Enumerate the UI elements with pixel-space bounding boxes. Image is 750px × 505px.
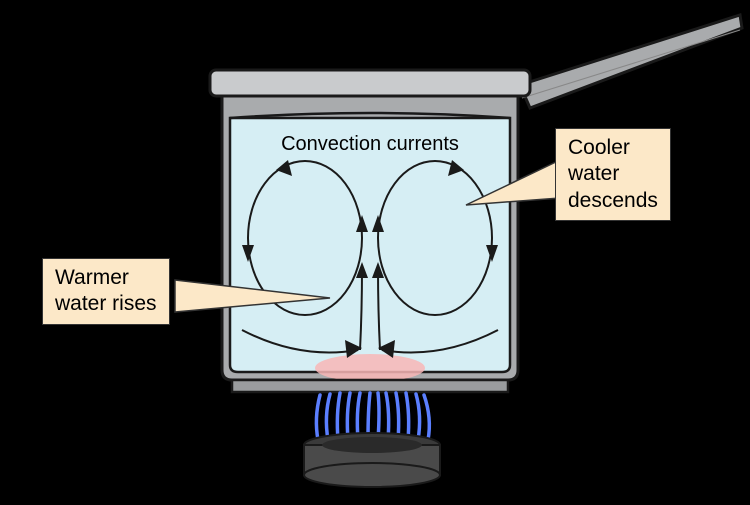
label-warmer-water: Warmer water rises [42, 258, 170, 325]
label-warmer-line1: Warmer [55, 266, 129, 289]
pot-handle [520, 15, 742, 108]
pot-rim [210, 70, 530, 96]
burner [304, 393, 440, 487]
heat-glow [315, 354, 425, 382]
convection-diagram [0, 0, 750, 500]
label-warmer-line2: water rises [55, 292, 157, 315]
label-cooler-line2: water [568, 162, 619, 185]
label-cooler-line3: descends [568, 189, 658, 212]
label-cooler-line1: Cooler [568, 136, 630, 159]
pot-base-plate [232, 380, 508, 392]
label-cooler-water: Cooler water descends [555, 128, 671, 221]
convection-title: Convection currents [270, 133, 470, 156]
